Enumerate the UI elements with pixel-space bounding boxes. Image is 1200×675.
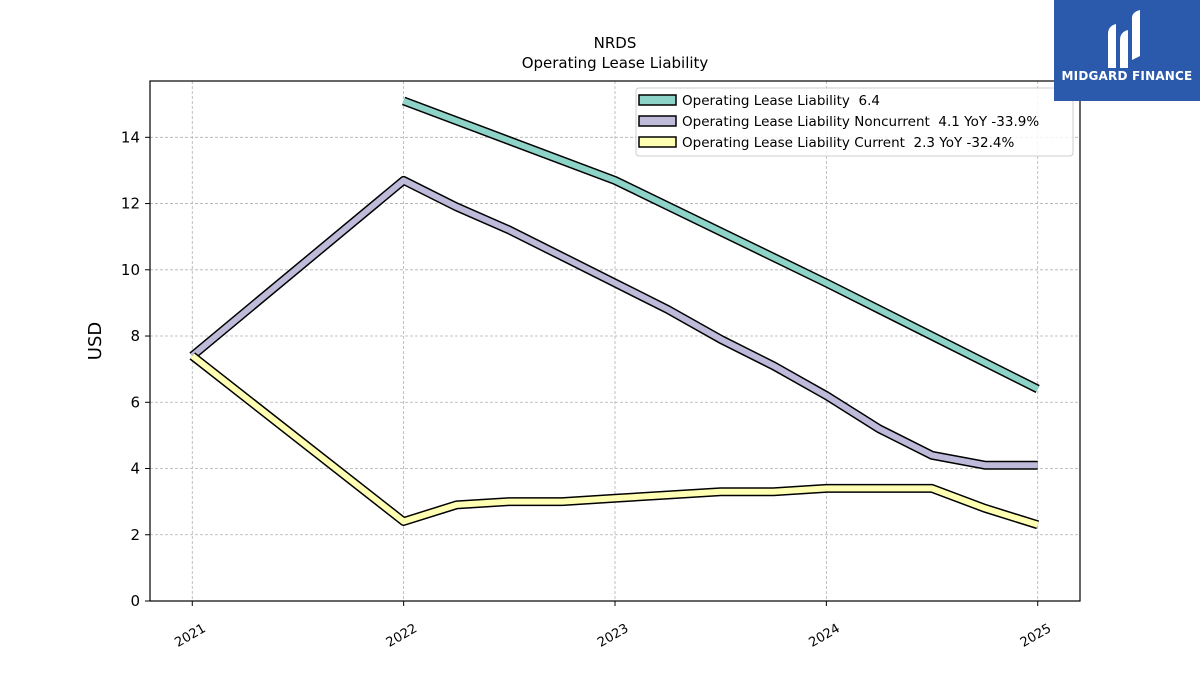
series-line bbox=[190, 353, 1039, 528]
chart-subtitle: Operating Lease Liability bbox=[522, 54, 709, 72]
y-tick-label: 4 bbox=[130, 460, 140, 478]
y-tick-label: 8 bbox=[130, 327, 140, 345]
legend-box bbox=[635, 87, 1074, 157]
x-tick-label: 2022 bbox=[384, 621, 420, 651]
x-tick-label: 2021 bbox=[172, 621, 208, 651]
grid bbox=[150, 81, 1080, 602]
x-tick-label: 2024 bbox=[807, 621, 843, 651]
legend-swatch bbox=[638, 136, 677, 148]
ticks: 0 2 4 6 8 10 12 14 2021 2022 2023 2024 2025 bbox=[121, 128, 1054, 650]
chart-title: NRDS bbox=[594, 34, 637, 52]
legend-entry: Operating Lease Liability 6.4 bbox=[682, 93, 880, 109]
brand-logo: MIDGARD FINANCE bbox=[1054, 0, 1200, 101]
y-tick-label: 2 bbox=[130, 526, 140, 544]
y-tick-label: 0 bbox=[130, 592, 140, 610]
x-tick-label: 2025 bbox=[1018, 621, 1054, 651]
legend: Operating Lease Liability 6.4 Operating L… bbox=[635, 87, 1074, 157]
brand-name: MIDGARD FINANCE bbox=[1061, 69, 1193, 83]
y-tick-label: 6 bbox=[130, 393, 140, 411]
y-tick-label: 10 bbox=[121, 261, 140, 279]
series-layer bbox=[189, 96, 1040, 530]
legend-swatch bbox=[638, 94, 677, 106]
logo-mark-icon bbox=[1108, 10, 1140, 68]
y-axis-label: USD bbox=[85, 322, 106, 360]
y-tick-label: 14 bbox=[121, 128, 140, 146]
legend-swatch bbox=[638, 115, 677, 127]
legend-entry: Operating Lease Liability Noncurrent 4.1… bbox=[682, 114, 1039, 130]
y-tick-label: 12 bbox=[121, 195, 140, 213]
series-line bbox=[402, 98, 1040, 392]
series-line bbox=[190, 177, 1038, 469]
legend-entry: Operating Lease Liability Current 2.3 Yo… bbox=[682, 135, 1014, 151]
x-tick-label: 2023 bbox=[595, 621, 631, 651]
